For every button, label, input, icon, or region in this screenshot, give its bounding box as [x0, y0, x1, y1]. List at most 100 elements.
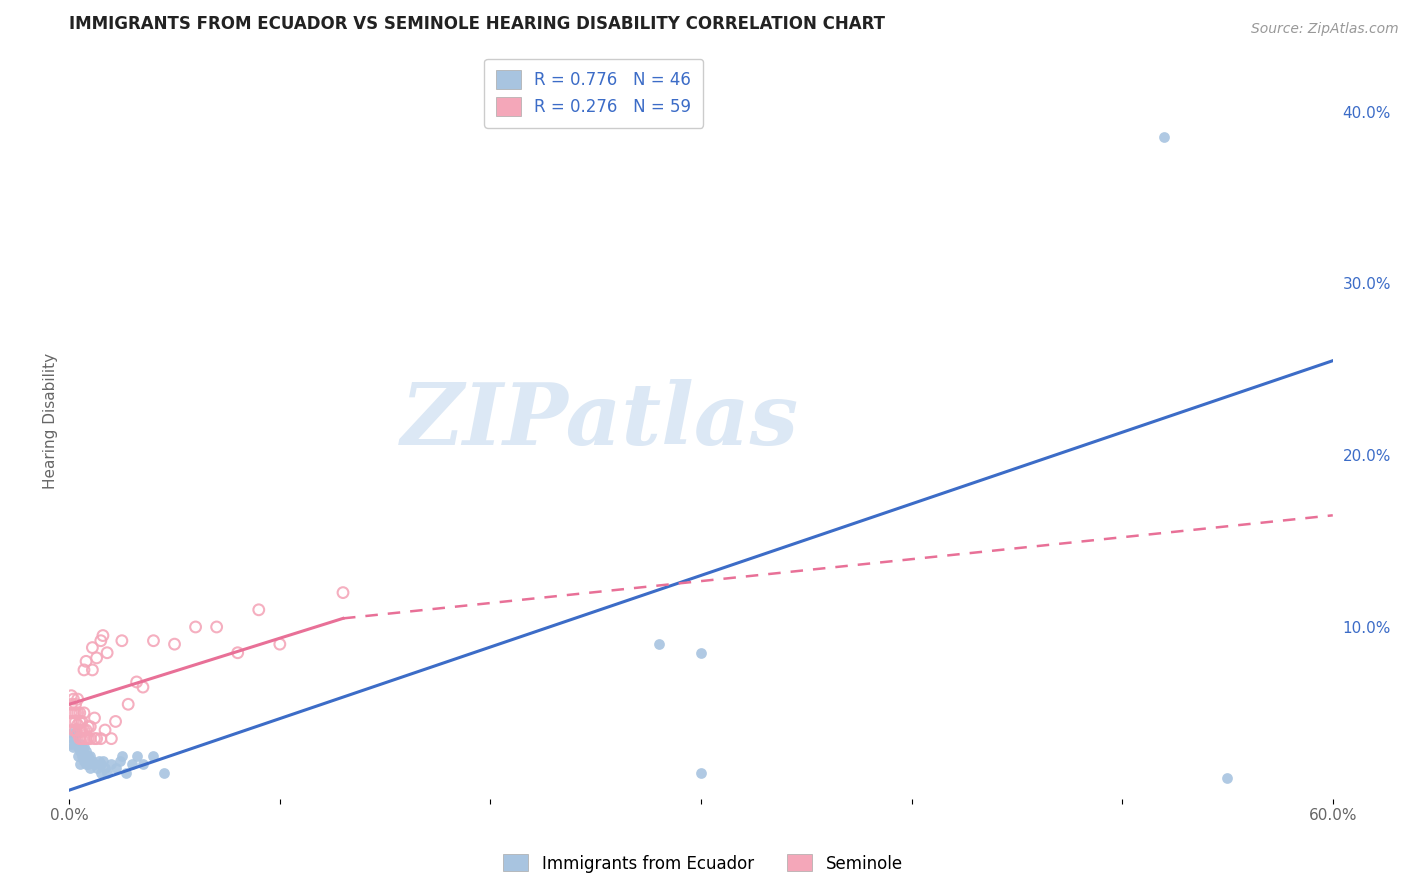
Point	[100, 731, 122, 746]
Point	[125, 748, 148, 763]
Point	[104, 714, 127, 729]
Point	[87, 754, 110, 768]
Point	[1216, 771, 1239, 785]
Point	[82, 754, 104, 768]
Point	[269, 637, 291, 651]
Point	[100, 757, 122, 772]
Point	[86, 731, 108, 746]
Point	[75, 654, 97, 668]
Point	[70, 748, 93, 763]
Point	[77, 731, 100, 746]
Point	[75, 744, 97, 758]
Point	[142, 633, 165, 648]
Point	[205, 620, 228, 634]
Point	[69, 737, 91, 751]
Point	[62, 723, 84, 737]
Point	[142, 748, 165, 763]
Point	[70, 740, 93, 755]
Point	[83, 731, 105, 746]
Point	[75, 723, 97, 737]
Point	[66, 706, 89, 720]
Legend: Immigrants from Ecuador, Seminole: Immigrants from Ecuador, Seminole	[496, 847, 910, 880]
Point	[115, 766, 138, 780]
Point	[117, 698, 139, 712]
Point	[79, 748, 101, 763]
Point	[96, 766, 118, 780]
Point	[65, 706, 87, 720]
Point	[104, 761, 127, 775]
Point	[90, 633, 112, 648]
Point	[121, 757, 143, 772]
Point	[60, 726, 83, 740]
Point	[77, 748, 100, 763]
Text: ZIPatlas: ZIPatlas	[401, 379, 799, 463]
Point	[226, 646, 249, 660]
Point	[69, 706, 91, 720]
Legend: R = 0.776   N = 46, R = 0.276   N = 59: R = 0.776 N = 46, R = 0.276 N = 59	[484, 59, 703, 128]
Point	[70, 714, 93, 729]
Point	[86, 761, 108, 775]
Point	[90, 757, 112, 772]
Point	[82, 640, 104, 655]
Point	[66, 692, 89, 706]
Point	[73, 754, 96, 768]
Point	[163, 637, 186, 651]
Point	[60, 706, 83, 720]
Point	[69, 731, 91, 746]
Point	[83, 711, 105, 725]
Point	[62, 714, 84, 729]
Point	[65, 698, 87, 712]
Point	[73, 723, 96, 737]
Point	[332, 585, 354, 599]
Point	[65, 723, 87, 737]
Point	[91, 754, 114, 768]
Point	[1153, 130, 1175, 145]
Point	[66, 718, 89, 732]
Point	[65, 737, 87, 751]
Point	[690, 766, 713, 780]
Point	[62, 692, 84, 706]
Point	[79, 731, 101, 746]
Point	[79, 761, 101, 775]
Point	[62, 740, 84, 755]
Y-axis label: Hearing Disability: Hearing Disability	[44, 352, 58, 489]
Point	[96, 646, 118, 660]
Point	[111, 633, 134, 648]
Point	[73, 663, 96, 677]
Point	[648, 637, 671, 651]
Point	[94, 723, 117, 737]
Point	[90, 766, 112, 780]
Point	[62, 731, 84, 746]
Point	[69, 757, 91, 772]
Point	[62, 706, 84, 720]
Point	[65, 726, 87, 740]
Point	[75, 731, 97, 746]
Point	[125, 675, 148, 690]
Point	[69, 723, 91, 737]
Point	[153, 766, 176, 780]
Point	[82, 663, 104, 677]
Point	[66, 740, 89, 755]
Point	[247, 603, 270, 617]
Point	[66, 726, 89, 740]
Point	[73, 731, 96, 746]
Point	[132, 680, 155, 694]
Point	[108, 754, 131, 768]
Point	[60, 737, 83, 751]
Point	[60, 689, 83, 703]
Point	[60, 714, 83, 729]
Point	[70, 723, 93, 737]
Point	[94, 761, 117, 775]
Point	[60, 698, 83, 712]
Point	[184, 620, 207, 634]
Text: Source: ZipAtlas.com: Source: ZipAtlas.com	[1251, 22, 1399, 37]
Point	[73, 748, 96, 763]
Point	[132, 757, 155, 772]
Point	[91, 629, 114, 643]
Point	[75, 757, 97, 772]
Point	[690, 646, 713, 660]
Point	[73, 706, 96, 720]
Text: IMMIGRANTS FROM ECUADOR VS SEMINOLE HEARING DISABILITY CORRELATION CHART: IMMIGRANTS FROM ECUADOR VS SEMINOLE HEAR…	[69, 15, 886, 33]
Point	[77, 757, 100, 772]
Point	[65, 714, 87, 729]
